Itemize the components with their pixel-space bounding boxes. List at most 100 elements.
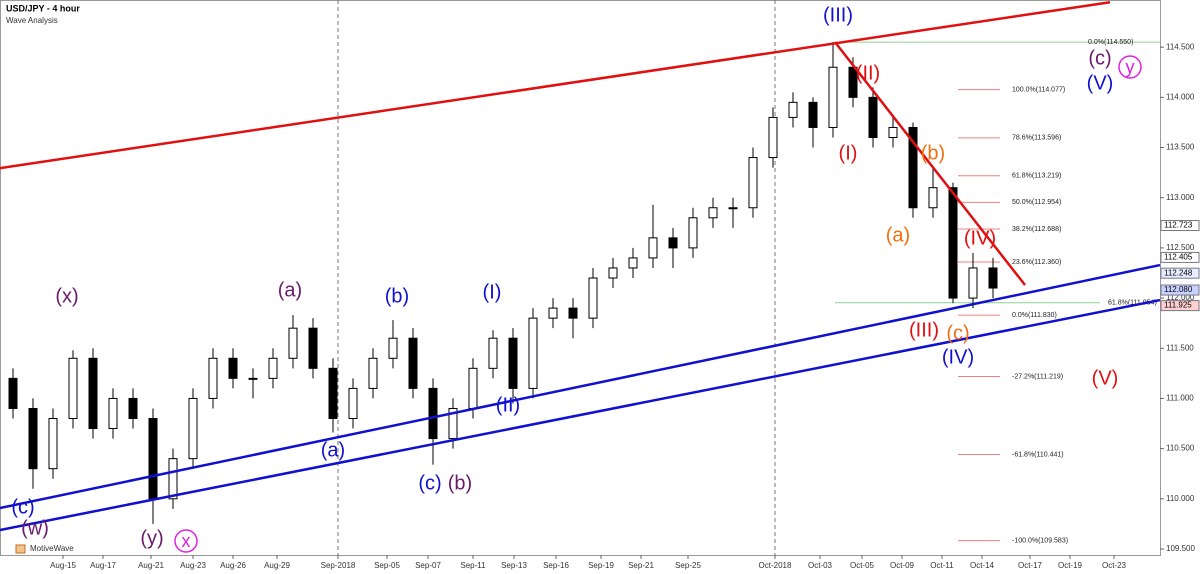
candle-body (468, 367, 478, 409)
candle-body (328, 367, 338, 420)
candle-body (988, 267, 998, 289)
candle-body (848, 66, 858, 98)
price-marker-label: 112.405 (1164, 253, 1193, 262)
candle-body (748, 157, 758, 209)
fib-label: 61.8%(111.954) (1108, 300, 1157, 307)
wave-label: (III) (823, 4, 853, 26)
x-tick-label: Sep-11 (460, 561, 486, 570)
x-tick-label: Aug-17 (90, 561, 116, 570)
y-tick-label: 114.000 (1166, 92, 1195, 101)
x-tick-label: Sep-13 (501, 561, 527, 570)
wave-label: x (182, 531, 191, 551)
candle-body (828, 66, 838, 128)
candle-body (868, 96, 878, 138)
y-tick-label: 110.500 (1166, 444, 1195, 453)
candle-body (448, 407, 458, 440)
y-tick-label: 114.500 (1166, 42, 1195, 51)
wave-label: (c) (418, 472, 441, 494)
x-tick-label: Oct-09 (890, 561, 915, 570)
wave-label: (II) (496, 394, 520, 416)
wave-label: (b) (448, 472, 472, 494)
candle-body (308, 327, 318, 369)
candle-body (188, 397, 198, 460)
wave-label: (V) (1087, 72, 1114, 94)
candle-body (208, 357, 218, 399)
watermark: MotiveWave (30, 544, 74, 553)
candle-body (928, 187, 938, 209)
price-marker (1160, 284, 1200, 296)
x-tick-label: Oct-11 (930, 561, 954, 570)
candle-body (28, 407, 38, 470)
x-tick-label: Sep-2018 (321, 561, 356, 570)
wave-label: (c) (946, 322, 969, 344)
candle-body (908, 126, 918, 209)
candle-body (488, 337, 498, 369)
wave-label: (V) (1092, 367, 1119, 389)
candle-body (628, 257, 638, 269)
wave-label: (y) (140, 527, 163, 549)
y-tick-label: 111.000 (1166, 394, 1194, 403)
candle-body (968, 267, 978, 299)
x-tick-label: Sep-05 (374, 561, 400, 570)
wave-circle (174, 529, 198, 553)
fib-label: 100.0%(114.077) (1012, 86, 1065, 93)
y-tick-label: 113.000 (1166, 193, 1195, 202)
wave-circle (1118, 55, 1142, 79)
candle-body (68, 357, 78, 420)
candle-body (288, 327, 298, 359)
price-marker (1160, 267, 1200, 279)
wave-label: (c) (1088, 47, 1111, 69)
candle-body (128, 397, 138, 420)
wave-label: (II) (856, 62, 880, 84)
candle-body (728, 207, 738, 210)
x-tick-label: Oct-05 (850, 561, 875, 570)
fib-label: 23.6%(112.360) (1012, 259, 1061, 266)
x-tick-label: Aug-21 (138, 561, 164, 570)
candle-body (948, 187, 958, 299)
candle-body (688, 217, 698, 249)
wave-label: (a) (278, 279, 302, 301)
fib-label: 38.2%(112.688) (1012, 226, 1061, 233)
wave-label: (I) (483, 281, 502, 303)
candle-body (548, 307, 558, 319)
x-tick-label: Aug-29 (264, 561, 290, 570)
price-marker-label: 111.925 (1164, 301, 1192, 310)
candle-body (788, 101, 798, 118)
x-tick-label: Aug-26 (220, 561, 246, 570)
x-tick-label: Sep-25 (675, 561, 701, 570)
candle-body (508, 337, 518, 389)
y-tick-label: 109.500 (1166, 544, 1195, 553)
candle-body (608, 267, 618, 279)
wave-label: (I) (839, 142, 858, 164)
candle-body (268, 357, 278, 379)
y-tick-label: 110.000 (1166, 494, 1195, 503)
trendline (0, 298, 1161, 532)
candle-body (888, 126, 898, 138)
candle-body (568, 307, 578, 319)
candle-body (668, 237, 678, 249)
wave-label: (IV) (942, 346, 974, 368)
wave-label: (w) (21, 517, 49, 539)
fib-label: -100.0%(109.583) (1012, 537, 1068, 544)
x-tick-label: Oct-19 (1058, 561, 1083, 570)
x-tick-label: Sep-19 (588, 561, 614, 570)
candle-body (168, 458, 178, 500)
x-tick-label: Aug-15 (50, 561, 76, 570)
price-marker (1160, 251, 1200, 263)
y-tick-label: 113.500 (1166, 143, 1195, 152)
candle-body (528, 317, 538, 389)
trendline (834, 41, 1026, 286)
candle-body (248, 377, 258, 380)
candle-body (388, 337, 398, 359)
wave-label: (x) (55, 285, 78, 307)
wave-label: (a) (321, 439, 345, 461)
price-marker (1160, 300, 1200, 312)
candle-body (408, 337, 418, 389)
x-tick-label: Oct-2018 (759, 561, 792, 570)
wave-label: (b) (385, 285, 409, 307)
price-marker-label: 112.080 (1164, 285, 1193, 294)
wave-label: y (1126, 57, 1135, 77)
chart-title: USD/JPY - 4 hour (6, 3, 80, 13)
y-tick-label: 112.000 (1166, 293, 1195, 302)
